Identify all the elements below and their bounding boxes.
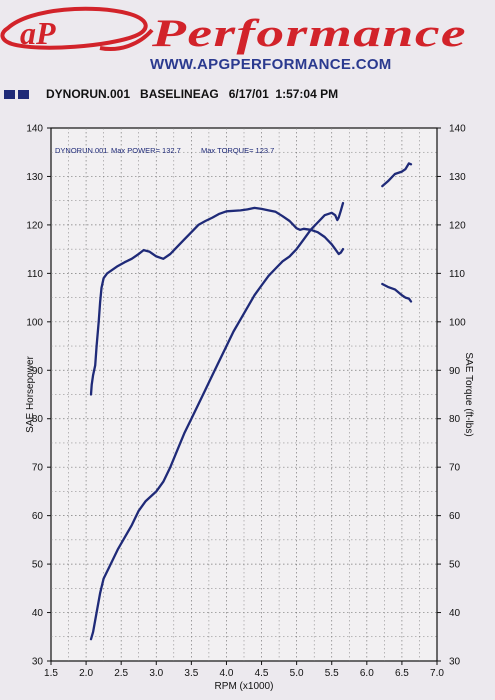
torque-curve	[381, 282, 413, 303]
logo-swoosh	[0, 6, 148, 50]
apg-logo: aP Performance WWW.APGPERFORMANCE.COM	[0, 0, 495, 82]
y-tick-label-left: 30	[32, 657, 44, 668]
y-tick-label-left: 130	[26, 172, 43, 183]
y-tick-label-right: 120	[449, 220, 466, 231]
y-tick-label-right: 110	[449, 269, 465, 280]
run-info: DYNORUN.001 BASELINEAG 6/17/01 1:57:04 P…	[46, 87, 339, 101]
logo-wordmark: Performance	[151, 12, 467, 55]
y-tick-label-left: 50	[32, 560, 44, 571]
y-tick-label-right: 60	[449, 511, 461, 522]
y-tick-label-left: 70	[32, 463, 44, 474]
annotation-max-torque: Max TORQUE= 123.7	[201, 146, 274, 155]
y-tick-label-left: 100	[26, 317, 43, 328]
x-axis-title: RPM (x1000)	[215, 681, 274, 692]
power-curve	[89, 201, 345, 641]
y-tick-label-left: 120	[26, 220, 43, 231]
x-tick-label: 5.5	[325, 668, 339, 679]
y-tick-label-left: 140	[26, 124, 43, 135]
y-tick-label-right: 30	[449, 657, 461, 668]
run-header: DYNORUN.001 BASELINEAG 6/17/01 1:57:04 P…	[4, 86, 338, 102]
y-tick-label-left: 90	[32, 366, 44, 377]
legend-swatch-1	[4, 89, 15, 99]
apg-logo-graphic: aP Performance	[0, 6, 467, 55]
x-tick-label: 3.0	[149, 668, 163, 679]
y-tick-label-right: 90	[449, 366, 461, 377]
logo-swoosh-tail	[99, 28, 154, 51]
y-tick-label-right: 100	[449, 317, 466, 328]
y-tick-label-right: 70	[449, 463, 461, 474]
y-tick-label-right: 80	[449, 414, 461, 425]
x-tick-label: 6.5	[395, 668, 409, 679]
x-tick-label: 2.5	[114, 668, 128, 679]
annotation-max-power: Max POWER= 132.7	[111, 146, 181, 155]
y-tick-label-left: 80	[32, 414, 44, 425]
y-tick-label-right: 50	[449, 560, 461, 571]
chart-grid	[51, 128, 437, 661]
annotation-run: DYNORUN.001	[55, 146, 108, 155]
chart-series	[89, 162, 413, 641]
y-tick-label-left: 110	[27, 269, 43, 280]
x-tick-label: 6.0	[360, 668, 374, 679]
logo-url: WWW.APGPERFORMANCE.COM	[150, 56, 392, 73]
x-tick-label: 2.0	[79, 668, 93, 679]
power-curve	[381, 162, 413, 188]
y-tick-label-right: 40	[449, 608, 461, 619]
x-tick-label: 5.0	[290, 668, 304, 679]
y-tick-label-right: 130	[449, 172, 466, 183]
dyno-chart: 1.5 2.0 2.5 3.0 3.5 4.0 4.5 5.0 5.5 6.0 6.5 7.0 30 30…	[25, 124, 474, 693]
x-tick-label: 4.0	[220, 668, 234, 679]
x-tick-label: 7.0	[430, 668, 444, 679]
y-axis-right-title: SAE Torque (ft-lbs)	[463, 352, 474, 436]
x-tick-label: 1.5	[44, 668, 58, 679]
x-tick-label: 4.5	[255, 668, 269, 679]
logo-mark: aP	[20, 15, 56, 51]
x-tick-label: 3.5	[184, 668, 198, 679]
chart-ticks: 1.5 2.0 2.5 3.0 3.5 4.0 4.5 5.0 5.5 6.0 6.5 7.0 30 30…	[26, 124, 466, 680]
y-tick-label-left: 40	[32, 608, 44, 619]
y-tick-label-left: 60	[32, 511, 44, 522]
legend-swatch-2	[18, 89, 29, 99]
y-tick-label-right: 140	[449, 124, 466, 135]
torque-curve	[89, 206, 345, 396]
y-axis-left-title: SAE Horsepower	[25, 355, 36, 432]
